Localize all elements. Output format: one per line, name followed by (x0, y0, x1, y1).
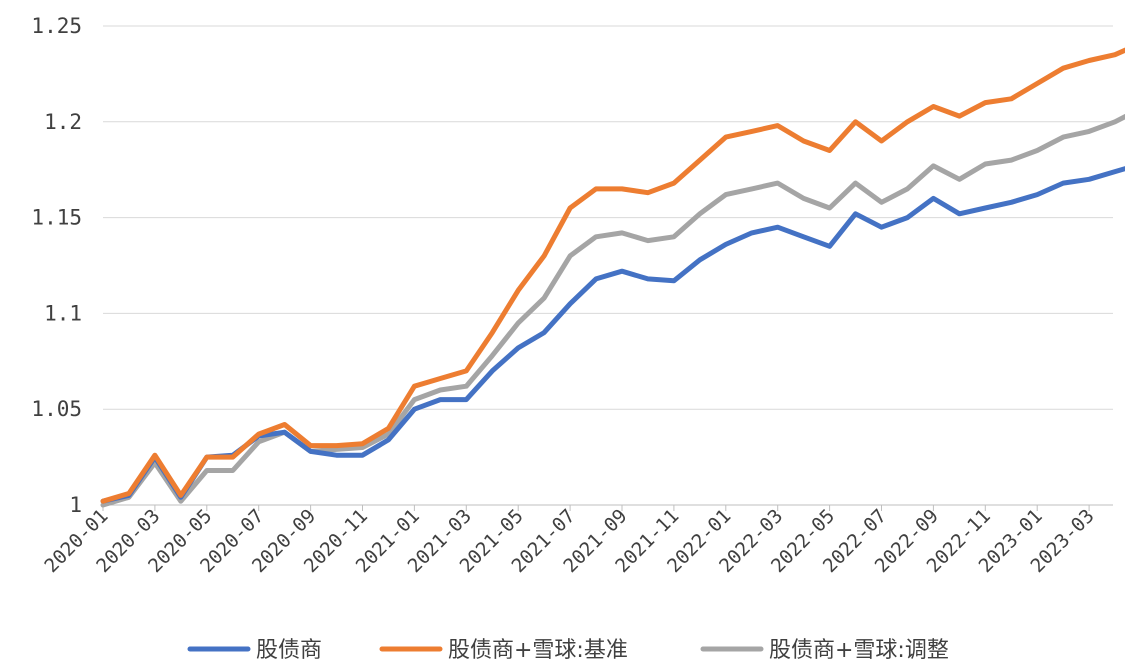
legend-label-2: 股债商+雪球:调整 (769, 638, 949, 663)
grid-lines (103, 25, 1113, 410)
y-tick-label: 1.05 (31, 397, 82, 421)
y-tick-label: 1 (69, 493, 82, 517)
y-tick-label: 1.2 (44, 110, 82, 134)
y-tick-label: 1.25 (31, 14, 82, 38)
y-axis: 1 1.05 1.1 1.15 1.2 1.25 (31, 14, 82, 517)
series-lines (100, 47, 1125, 508)
legend-label-1: 股债商+雪球:基准 (448, 638, 628, 663)
y-tick-label: 1.15 (31, 206, 82, 230)
legend-label-0: 股债商 (256, 638, 322, 663)
series-line-0 (100, 166, 1125, 504)
legend: 股债商 股债商+雪球:基准 股债商+雪球:调整 (187, 638, 949, 663)
x-axis: 2020-012020-032020-052020-072020-092020-… (40, 504, 1113, 577)
series-line-1 (100, 47, 1125, 504)
y-tick-label: 1.1 (44, 301, 82, 325)
series-line-2 (100, 113, 1125, 508)
